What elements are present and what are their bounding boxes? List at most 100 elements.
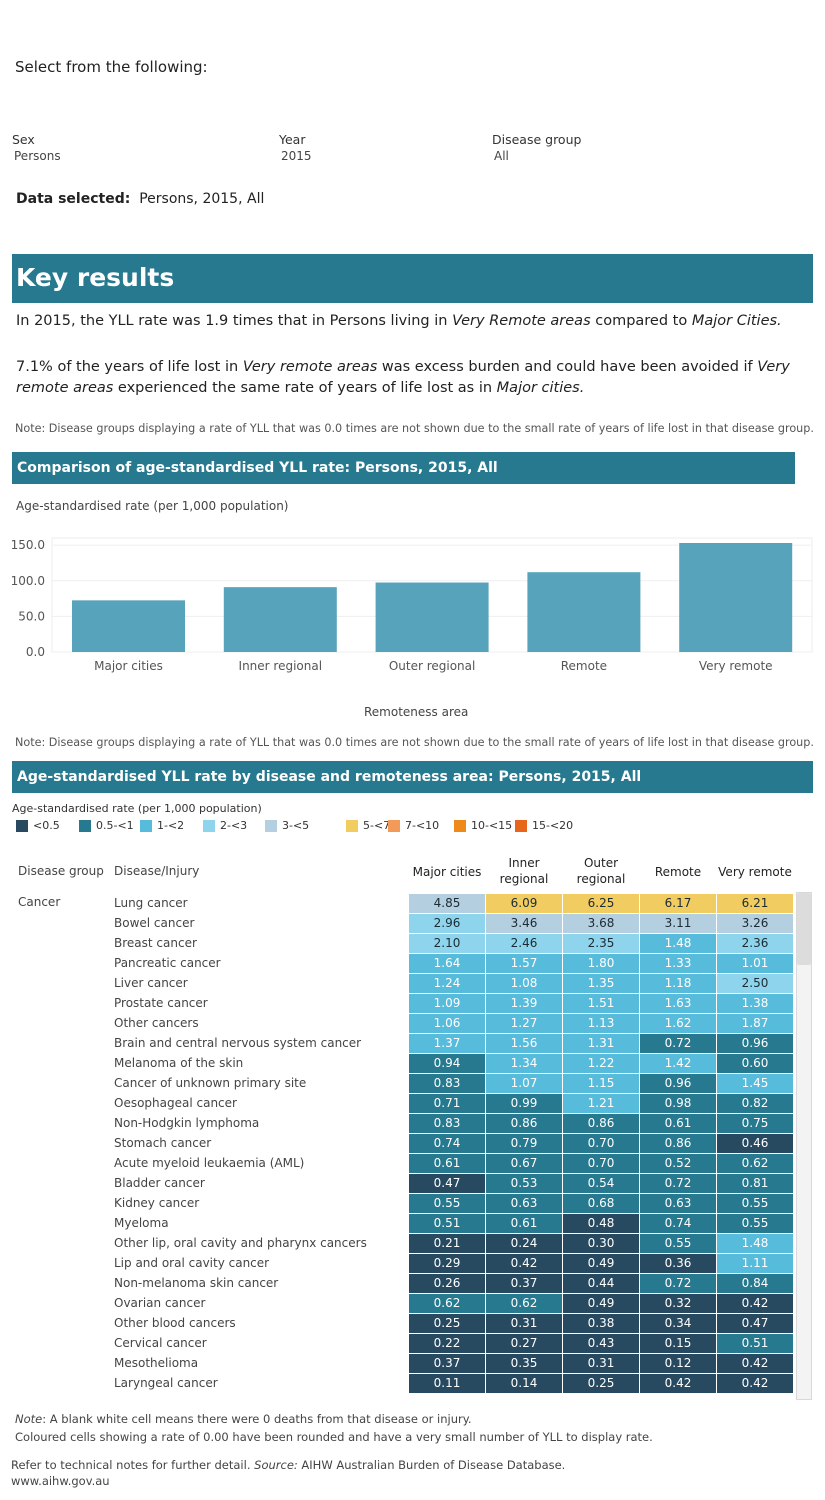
heatmap-cell[interactable]: 2.36: [717, 934, 793, 953]
heatmap-cell[interactable]: 0.46: [717, 1134, 793, 1153]
legend-swatch[interactable]: [346, 820, 358, 832]
heatmap-cell[interactable]: 1.21: [563, 1094, 639, 1113]
heatmap-cell[interactable]: 1.22: [563, 1054, 639, 1073]
heatmap-cell[interactable]: 0.29: [409, 1254, 485, 1273]
heatmap-cell[interactable]: 6.25: [563, 894, 639, 913]
heatmap-cell[interactable]: 0.68: [563, 1194, 639, 1213]
legend-swatch[interactable]: [388, 820, 400, 832]
heatmap-cell[interactable]: 0.75: [717, 1114, 793, 1133]
bar-very-remote[interactable]: [679, 542, 793, 652]
heatmap-cell[interactable]: 0.86: [563, 1114, 639, 1133]
heatmap-cell[interactable]: 1.01: [717, 954, 793, 973]
heatmap-cell[interactable]: 0.67: [486, 1154, 562, 1173]
heatmap-cell[interactable]: 0.54: [563, 1174, 639, 1193]
heatmap-cell[interactable]: 0.74: [409, 1134, 485, 1153]
heatmap-cell[interactable]: 1.35: [563, 974, 639, 993]
heatmap-cell[interactable]: 0.42: [717, 1354, 793, 1373]
heatmap-scrollbar-thumb[interactable]: [797, 893, 811, 965]
heatmap-cell[interactable]: 0.96: [717, 1034, 793, 1053]
filter-disease-group-dropdown[interactable]: All: [494, 149, 509, 163]
heatmap-cell[interactable]: 1.18: [640, 974, 716, 993]
heatmap-cell[interactable]: 0.72: [640, 1174, 716, 1193]
heatmap-cell[interactable]: 0.63: [486, 1194, 562, 1213]
heatmap-cell[interactable]: 0.22: [409, 1334, 485, 1353]
heatmap-cell[interactable]: 0.62: [486, 1294, 562, 1313]
heatmap-cell[interactable]: 1.34: [486, 1054, 562, 1073]
heatmap-cell[interactable]: 0.42: [717, 1374, 793, 1393]
heatmap-cell[interactable]: 2.96: [409, 914, 485, 933]
filter-sex-dropdown[interactable]: Persons: [14, 149, 61, 163]
heatmap-cell[interactable]: 3.46: [486, 914, 562, 933]
heatmap-cell[interactable]: 0.53: [486, 1174, 562, 1193]
heatmap-cell[interactable]: 0.74: [640, 1214, 716, 1233]
heatmap-cell[interactable]: 1.45: [717, 1074, 793, 1093]
heatmap-cell[interactable]: 0.83: [409, 1114, 485, 1133]
heatmap-cell[interactable]: 1.37: [409, 1034, 485, 1053]
heatmap-cell[interactable]: 0.21: [409, 1234, 485, 1253]
heatmap-cell[interactable]: 1.48: [640, 934, 716, 953]
heatmap-cell[interactable]: 0.61: [640, 1114, 716, 1133]
heatmap-cell[interactable]: 1.39: [486, 994, 562, 1013]
heatmap-cell[interactable]: 1.48: [717, 1234, 793, 1253]
heatmap-cell[interactable]: 0.55: [717, 1214, 793, 1233]
heatmap-cell[interactable]: 0.70: [563, 1154, 639, 1173]
heatmap-cell[interactable]: 0.15: [640, 1334, 716, 1353]
heatmap-cell[interactable]: 1.62: [640, 1014, 716, 1033]
heatmap-cell[interactable]: 0.81: [717, 1174, 793, 1193]
heatmap-cell[interactable]: 2.46: [486, 934, 562, 953]
heatmap-cell[interactable]: 2.50: [717, 974, 793, 993]
heatmap-cell[interactable]: 0.55: [409, 1194, 485, 1213]
heatmap-cell[interactable]: 1.31: [563, 1034, 639, 1053]
heatmap-cell[interactable]: 0.35: [486, 1354, 562, 1373]
heatmap-cell[interactable]: 0.72: [640, 1274, 716, 1293]
heatmap-cell[interactable]: 0.94: [409, 1054, 485, 1073]
legend-swatch[interactable]: [265, 820, 277, 832]
heatmap-cell[interactable]: 0.49: [563, 1294, 639, 1313]
heatmap-cell[interactable]: 3.11: [640, 914, 716, 933]
heatmap-scrollbar[interactable]: [796, 892, 812, 1400]
heatmap-cell[interactable]: 0.42: [486, 1254, 562, 1273]
heatmap-cell[interactable]: 1.11: [717, 1254, 793, 1273]
heatmap-cell[interactable]: 1.08: [486, 974, 562, 993]
footer-url-link[interactable]: www.aihw.gov.au: [11, 1474, 110, 1488]
bar-remote[interactable]: [527, 572, 641, 652]
heatmap-cell[interactable]: 0.84: [717, 1274, 793, 1293]
legend-swatch[interactable]: [140, 820, 152, 832]
heatmap-cell[interactable]: 0.79: [486, 1134, 562, 1153]
heatmap-cell[interactable]: 4.85: [409, 894, 485, 913]
heatmap-cell[interactable]: 0.25: [409, 1314, 485, 1333]
heatmap-cell[interactable]: 0.12: [640, 1354, 716, 1373]
heatmap-cell[interactable]: 0.36: [640, 1254, 716, 1273]
heatmap-cell[interactable]: 1.63: [640, 994, 716, 1013]
heatmap-cell[interactable]: 0.38: [563, 1314, 639, 1333]
heatmap-cell[interactable]: 0.61: [409, 1154, 485, 1173]
heatmap-cell[interactable]: 0.60: [717, 1054, 793, 1073]
legend-swatch[interactable]: [79, 820, 91, 832]
heatmap-cell[interactable]: 0.61: [486, 1214, 562, 1233]
heatmap-cell[interactable]: 6.17: [640, 894, 716, 913]
heatmap-cell[interactable]: 0.98: [640, 1094, 716, 1113]
heatmap-cell[interactable]: 0.52: [640, 1154, 716, 1173]
heatmap-cell[interactable]: 1.15: [563, 1074, 639, 1093]
heatmap-cell[interactable]: 1.87: [717, 1014, 793, 1033]
bar-inner-regional[interactable]: [223, 587, 337, 652]
heatmap-cell[interactable]: 0.24: [486, 1234, 562, 1253]
heatmap-cell[interactable]: 1.57: [486, 954, 562, 973]
heatmap-cell[interactable]: 0.47: [409, 1174, 485, 1193]
heatmap-cell[interactable]: 0.14: [486, 1374, 562, 1393]
heatmap-cell[interactable]: 0.48: [563, 1214, 639, 1233]
heatmap-cell[interactable]: 0.55: [717, 1194, 793, 1213]
heatmap-cell[interactable]: 0.55: [640, 1234, 716, 1253]
heatmap-cell[interactable]: 1.33: [640, 954, 716, 973]
heatmap-cell[interactable]: 0.49: [563, 1254, 639, 1273]
heatmap-cell[interactable]: 0.62: [409, 1294, 485, 1313]
heatmap-cell[interactable]: 6.09: [486, 894, 562, 913]
heatmap-cell[interactable]: 0.86: [486, 1114, 562, 1133]
heatmap-cell[interactable]: 0.62: [717, 1154, 793, 1173]
heatmap-cell[interactable]: 0.37: [409, 1354, 485, 1373]
heatmap-cell[interactable]: 0.34: [640, 1314, 716, 1333]
heatmap-cell[interactable]: 1.80: [563, 954, 639, 973]
heatmap-cell[interactable]: 2.10: [409, 934, 485, 953]
heatmap-cell[interactable]: 0.47: [717, 1314, 793, 1333]
bar-major-cities[interactable]: [72, 600, 185, 652]
